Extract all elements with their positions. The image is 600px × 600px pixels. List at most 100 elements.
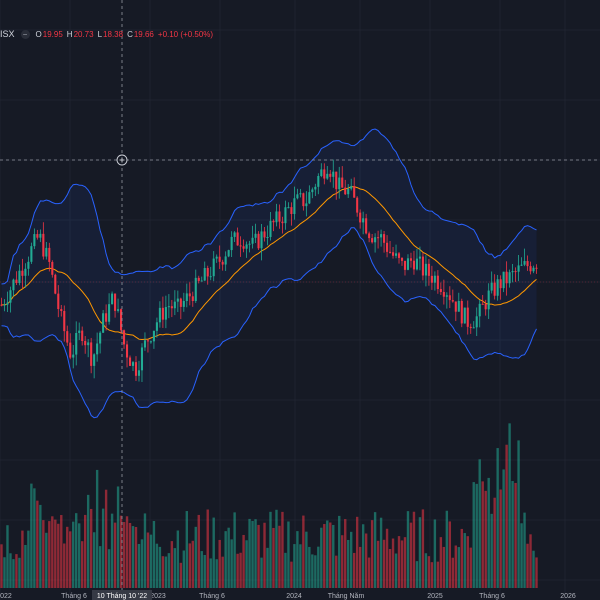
candle-body xyxy=(60,309,63,312)
volume-bar xyxy=(78,523,81,588)
bollinger-upper xyxy=(1,128,537,285)
symbol-label[interactable]: ISX xyxy=(0,29,15,39)
volume-bar xyxy=(514,482,517,588)
volume-bar xyxy=(152,521,156,588)
volume-bar xyxy=(57,523,60,588)
candle-body xyxy=(526,261,529,267)
candle-body xyxy=(445,295,448,297)
candle-body xyxy=(63,311,66,332)
candle-body xyxy=(389,251,392,253)
candle-body xyxy=(239,245,242,247)
candle-body xyxy=(164,307,167,320)
ohlc-legend: ISX – O 19.95 H 20.73 L 18.38 C 19.66 +0… xyxy=(0,27,213,41)
volume-bar xyxy=(314,555,317,588)
volume-bar xyxy=(466,536,469,588)
candle-body xyxy=(496,279,499,296)
candle-body xyxy=(188,293,191,297)
candle-body xyxy=(78,330,81,333)
volume-bar xyxy=(113,522,117,588)
candle-body xyxy=(93,354,96,366)
volume-bar xyxy=(191,540,194,588)
candle-body xyxy=(260,231,263,249)
volume-bar xyxy=(287,521,290,588)
volume-bar xyxy=(104,489,108,588)
volume-bar xyxy=(418,517,422,588)
volume-bar xyxy=(511,481,514,588)
volume-bar xyxy=(6,525,9,588)
candle-body xyxy=(57,293,60,310)
candle-body xyxy=(146,340,149,342)
bollinger-basis xyxy=(1,186,537,341)
candle-body xyxy=(362,218,365,223)
candle-body xyxy=(143,340,147,348)
volume-bar xyxy=(39,504,42,588)
candle-body xyxy=(72,354,75,358)
volume-bar xyxy=(517,440,520,588)
candle-body xyxy=(397,253,401,258)
volume-bar xyxy=(526,543,529,588)
candle-body xyxy=(48,247,51,262)
candle-body xyxy=(137,370,141,376)
candle-body xyxy=(350,186,353,189)
candle-body xyxy=(311,189,314,193)
candle-body xyxy=(341,177,344,188)
volume-bar xyxy=(125,516,129,588)
volume-bar xyxy=(460,528,463,588)
volume-bar xyxy=(388,549,392,588)
candle-body xyxy=(111,293,114,305)
candle-body xyxy=(472,327,475,329)
volume-bar xyxy=(230,539,233,588)
volume-bar xyxy=(60,515,63,588)
candle-body xyxy=(490,282,493,291)
candle-body xyxy=(21,270,24,276)
volume-bar xyxy=(257,524,260,588)
candle-body xyxy=(469,326,472,328)
candle-body xyxy=(212,258,215,277)
volume-bar xyxy=(439,537,443,588)
volume-bar xyxy=(45,532,48,588)
candle-body xyxy=(131,362,135,366)
candle-body xyxy=(248,243,251,245)
candle-body xyxy=(320,169,323,176)
candle-body xyxy=(185,293,188,301)
volume-bar xyxy=(355,516,359,588)
volume-bar xyxy=(457,547,460,588)
volume-bar xyxy=(164,556,168,588)
candle-body xyxy=(152,330,155,342)
volume-bar xyxy=(385,528,389,588)
volume-bar xyxy=(149,534,153,588)
volume-bar xyxy=(119,515,123,588)
volume-bar xyxy=(110,513,114,588)
candle-body xyxy=(0,304,3,306)
candle-body xyxy=(272,220,275,223)
candle-body xyxy=(155,322,158,331)
volume-bar xyxy=(83,514,87,588)
volume-bar xyxy=(218,539,221,588)
volume-bar xyxy=(209,558,212,588)
volume-bar xyxy=(54,519,57,588)
candle-body xyxy=(215,256,218,259)
candle-body xyxy=(221,261,224,265)
candle-body xyxy=(209,276,212,278)
volume-bar xyxy=(442,546,446,588)
candle-body xyxy=(87,342,90,346)
candle-body xyxy=(117,309,120,311)
candle-body xyxy=(406,258,410,270)
candle-body xyxy=(9,290,12,303)
volume-bar xyxy=(248,518,251,588)
volume-bar xyxy=(493,497,496,588)
candle-body xyxy=(69,342,72,358)
volume-bar xyxy=(260,557,263,588)
volume-bar xyxy=(36,500,39,588)
volume-bar xyxy=(72,521,75,588)
volume-bar xyxy=(278,525,281,588)
volume-bar xyxy=(361,524,365,588)
candle-body xyxy=(134,362,138,376)
eye-icon[interactable]: – xyxy=(20,29,30,39)
volume-bar xyxy=(251,521,254,588)
volume-bar xyxy=(98,546,102,588)
candle-body xyxy=(12,279,15,291)
candle-body xyxy=(454,301,457,312)
